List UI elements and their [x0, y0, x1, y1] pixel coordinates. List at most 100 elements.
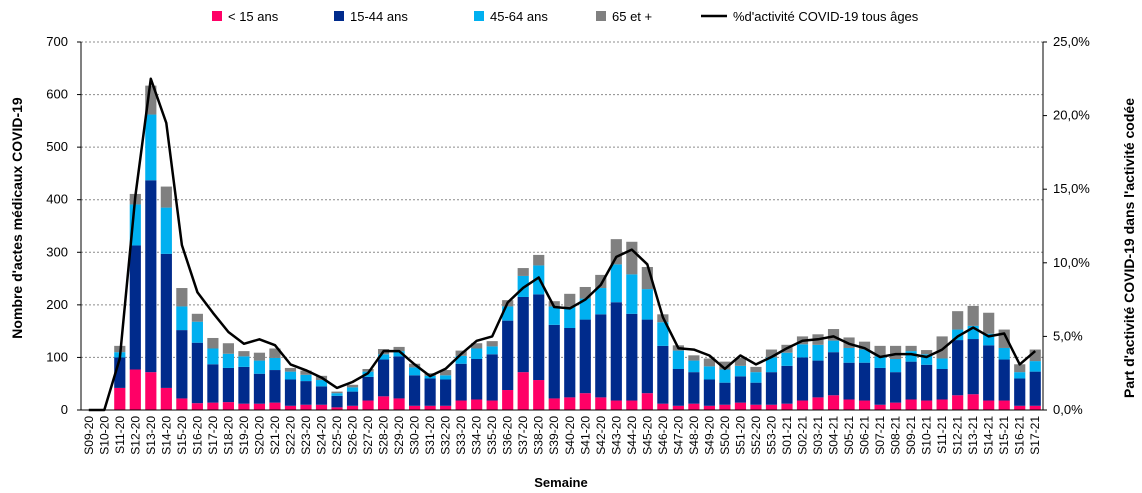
- x-tick-label: S43-20: [609, 416, 623, 455]
- bar-segment-15-44: [300, 381, 312, 405]
- bar-segment-45-64: [750, 372, 762, 383]
- bar-segment-45-64: [641, 289, 653, 320]
- bar-segment-45-64: [595, 288, 607, 315]
- bar-segment-15-44: [750, 382, 762, 405]
- bar-segment-15-44: [331, 395, 343, 408]
- bar-segment-under15: [672, 405, 684, 410]
- bar-segment-15-44: [812, 360, 824, 398]
- bar-segment-65plus: [858, 341, 871, 350]
- bar-segment-15-44: [781, 365, 793, 404]
- x-tick-label: S08-21: [889, 416, 903, 455]
- percent-activity-line: [88, 77, 1037, 412]
- bar-segment-15-44: [1014, 378, 1026, 406]
- x-tick-label: S23-20: [299, 416, 313, 455]
- bar-segment-45-64: [781, 352, 793, 366]
- bar-segment-15-44: [595, 314, 607, 398]
- bar-segment-15-44: [843, 362, 855, 400]
- y-tick-label: 0: [61, 402, 68, 417]
- bar-segment-45-64: [1014, 372, 1026, 379]
- x-tick-label: S14-21: [982, 416, 996, 455]
- bar-segment-15-44: [579, 319, 591, 394]
- bar-segment-under15: [346, 405, 359, 410]
- bar-segment-15-44: [315, 386, 328, 405]
- x-tick-label: S33-20: [454, 416, 468, 455]
- bar-segment-65plus: [517, 268, 529, 276]
- bar-segment-45-64: [952, 329, 964, 341]
- bar-segment-under15: [269, 402, 281, 410]
- bar-segment-15-44: [471, 359, 483, 400]
- bar-segment-15-44: [238, 366, 250, 404]
- bar-segment-15-44: [983, 345, 995, 401]
- bar-segment-65plus: [191, 313, 203, 322]
- y2-tick-label: 15,0%: [1053, 181, 1090, 196]
- bar-segment-under15: [734, 402, 747, 410]
- bar-segment-under15: [160, 387, 172, 410]
- bar-segment-45-64: [765, 357, 778, 373]
- bar-segment-15-44: [734, 376, 747, 403]
- bar-segment-45-64: [393, 351, 405, 357]
- x-axis-title: Semaine: [534, 475, 587, 490]
- bar-segment-15-44: [952, 340, 964, 396]
- bar-segment-45-64: [176, 306, 188, 331]
- bar-segment-under15: [315, 404, 328, 410]
- x-tick-label: S49-20: [702, 416, 716, 455]
- legend-item-65plus-label: 65 et +: [612, 9, 652, 24]
- bar-segment-15-44: [393, 356, 405, 399]
- bar-segment-15-44: [905, 361, 917, 400]
- bar-segment-under15: [657, 403, 669, 410]
- bar-segment-under15: [827, 395, 840, 410]
- bar-segment-15-44: [114, 357, 126, 388]
- percent-line-layer: [88, 77, 1037, 412]
- x-tick-label: S22-20: [283, 416, 297, 455]
- bar-segment-65plus: [765, 349, 778, 358]
- bar-segment-15-44: [145, 180, 157, 373]
- bar-segment-45-64: [688, 360, 700, 373]
- bar-segment-45-64: [998, 347, 1010, 360]
- x-tick-label: S17-20: [206, 416, 220, 455]
- x-tick-label: S20-20: [252, 416, 266, 455]
- x-tick-label: S29-20: [392, 416, 406, 455]
- bar-segment-65plus: [207, 337, 219, 349]
- legend: < 15 ans 15-44 ans 45-64 ans 65 et + %d'acti…: [212, 9, 919, 24]
- legend-item-65plus-swatch: [596, 11, 606, 21]
- x-tick-label: S50-20: [718, 416, 732, 455]
- x-tick-label: S03-21: [811, 416, 825, 455]
- bar-segment-65plus: [548, 301, 560, 307]
- bar-segment-under15: [253, 403, 266, 410]
- bar-segment-15-44: [346, 391, 359, 406]
- bar-segment-under15: [812, 397, 824, 410]
- x-tick-label: S28-20: [377, 416, 391, 455]
- bar-segment-65plus: [827, 329, 840, 341]
- gridlines: [81, 41, 1043, 358]
- bar-segment-under15: [1014, 405, 1026, 410]
- bar-segment-65plus: [703, 358, 715, 367]
- y-tick-label: 300: [46, 244, 68, 259]
- bar-segment-under15: [921, 400, 933, 410]
- bar-segment-15-44: [827, 352, 840, 396]
- bar-segment-45-64: [858, 349, 871, 363]
- bar-segment-under15: [502, 390, 514, 410]
- bar-segment-45-64: [936, 358, 948, 369]
- bar-segment-65plus: [222, 343, 234, 354]
- bar-segment-15-44: [253, 373, 266, 404]
- bar-segment-under15: [595, 397, 607, 410]
- bar-segment-45-64: [471, 348, 483, 360]
- bar-segment-15-44: [377, 359, 390, 397]
- x-tick-label: S02-21: [796, 416, 810, 455]
- bar-segment-15-44: [564, 327, 576, 398]
- bar-segment-15-44: [672, 368, 684, 406]
- bar-segment-15-44: [269, 370, 281, 403]
- bar-segment-65plus: [145, 85, 157, 115]
- x-tick-label: S12-20: [128, 416, 142, 455]
- x-tick-label: S42-20: [594, 416, 608, 455]
- x-tick-label: S40-20: [563, 416, 577, 455]
- bar-segment-65plus: [1014, 364, 1026, 373]
- bar-segment-45-64: [734, 365, 747, 377]
- bar-segment-under15: [409, 405, 421, 410]
- x-tick-label: S12-21: [951, 416, 965, 455]
- bar-segment-45-64: [579, 298, 591, 320]
- bar-segment-45-64: [238, 356, 250, 367]
- x-tick-label: S15-21: [997, 416, 1011, 455]
- bar-segment-45-64: [315, 380, 328, 387]
- bar-segment-under15: [750, 404, 762, 410]
